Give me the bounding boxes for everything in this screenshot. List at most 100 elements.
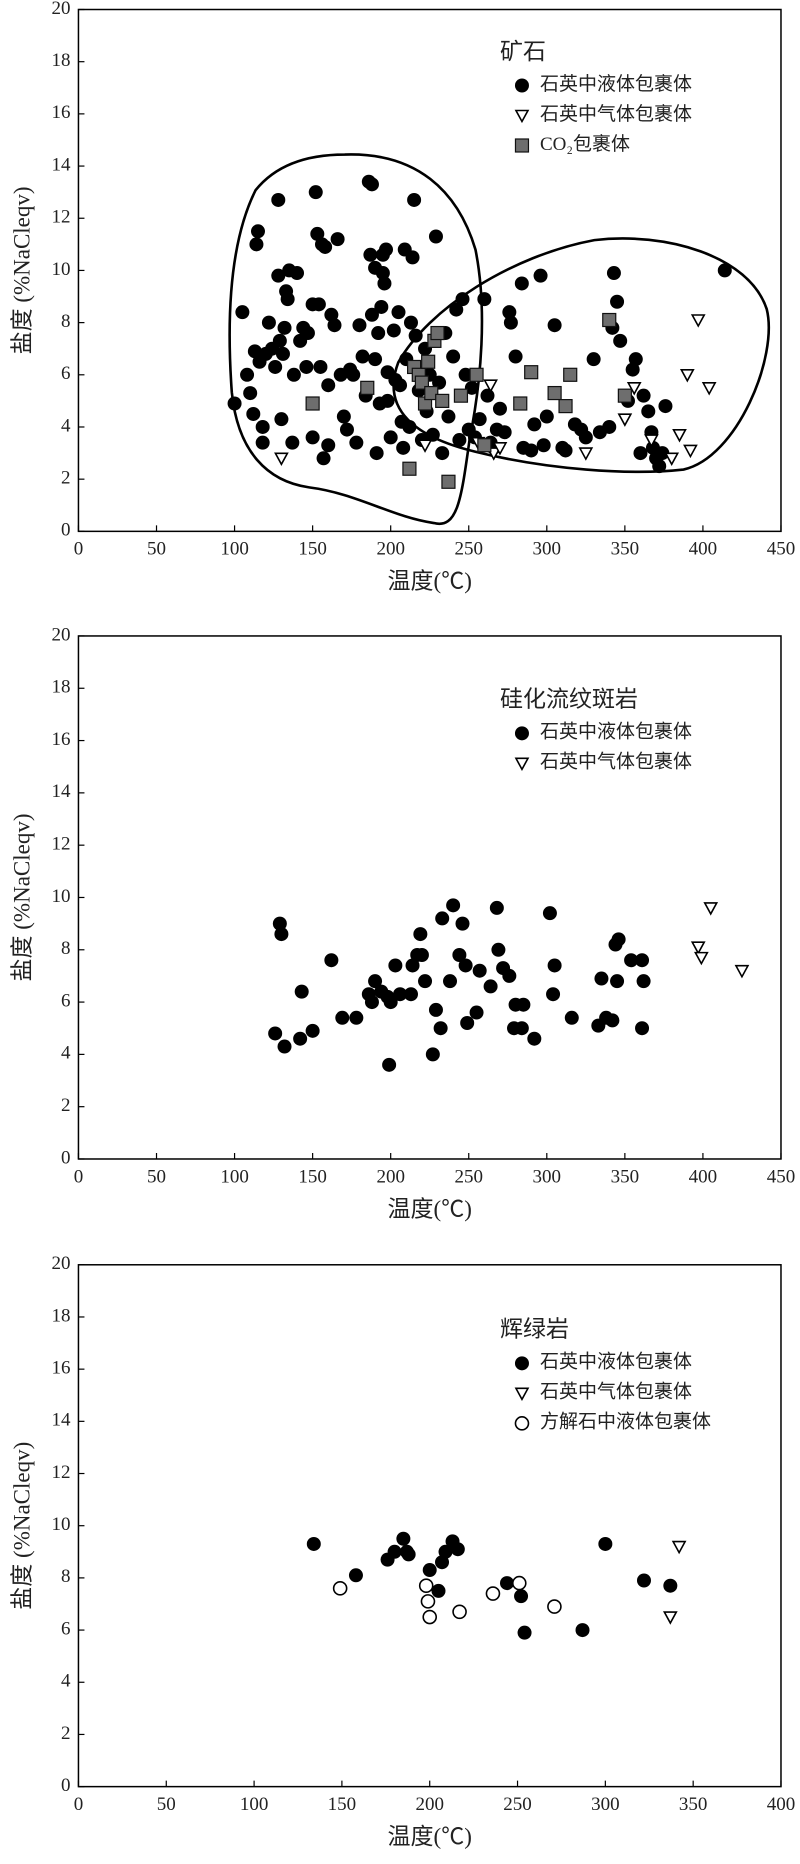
legend-marker	[514, 726, 529, 741]
point	[606, 266, 621, 281]
y-tick-label: 14	[51, 1410, 71, 1431]
point	[635, 953, 650, 968]
point	[371, 326, 386, 341]
point	[578, 447, 594, 461]
legend-label: CO₂包裹体	[540, 133, 630, 155]
x-tick-label: 0	[74, 539, 84, 560]
point	[558, 399, 573, 414]
point	[435, 911, 450, 926]
point	[472, 412, 487, 427]
point	[290, 266, 305, 281]
point	[310, 226, 325, 241]
point	[393, 987, 408, 1002]
point	[536, 438, 551, 453]
point	[489, 900, 504, 915]
y-tick-label: 20	[51, 624, 70, 645]
point	[403, 987, 418, 1002]
point	[286, 367, 301, 382]
point	[430, 325, 445, 341]
point	[272, 333, 287, 348]
point	[575, 1623, 590, 1638]
point	[517, 1625, 532, 1640]
point	[271, 268, 286, 283]
point	[539, 409, 554, 424]
point	[472, 963, 487, 978]
point	[458, 367, 473, 382]
point	[377, 276, 392, 291]
point	[417, 439, 433, 453]
point	[277, 320, 292, 335]
point	[374, 299, 389, 314]
point	[299, 359, 314, 374]
point	[446, 349, 461, 364]
point	[306, 1536, 321, 1551]
point	[664, 452, 680, 466]
point	[610, 294, 625, 309]
point	[379, 242, 394, 257]
point	[274, 452, 289, 466]
point	[663, 1578, 678, 1593]
point	[626, 382, 642, 396]
y-tick-label: 6	[61, 990, 71, 1011]
x-tick-label: 350	[679, 1794, 708, 1815]
y-tick-label: 12	[51, 207, 70, 228]
point	[527, 417, 542, 432]
outline-left	[228, 153, 484, 526]
y-tick-label: 8	[61, 1566, 71, 1587]
point	[235, 305, 250, 320]
point	[332, 1581, 348, 1596]
point	[387, 1544, 402, 1559]
point	[300, 326, 315, 341]
y-tick-label: 0	[61, 520, 71, 541]
point	[388, 958, 403, 973]
x-tick-label: 150	[298, 1166, 327, 1187]
y-tick-label: 20	[51, 0, 70, 19]
point	[458, 958, 473, 973]
y-tick-label: 10	[51, 1514, 70, 1535]
point	[610, 974, 625, 989]
point	[547, 318, 562, 333]
point	[701, 382, 717, 396]
y-tick-label: 16	[51, 102, 70, 123]
point	[255, 435, 270, 450]
x-tick-label: 50	[147, 539, 166, 560]
point	[636, 1573, 651, 1588]
point	[658, 399, 673, 414]
point	[364, 995, 379, 1010]
point	[375, 266, 390, 281]
point	[435, 393, 450, 408]
legend-label: 石英中气体包裹体	[540, 103, 692, 125]
point	[477, 438, 492, 453]
point	[401, 1547, 416, 1562]
point	[414, 375, 430, 390]
legend-title: 矿石	[500, 39, 546, 64]
point	[564, 1010, 579, 1025]
point	[431, 1583, 446, 1598]
legend-label: 石英中液体包裹体	[540, 73, 692, 95]
point	[247, 344, 262, 359]
point	[679, 368, 695, 383]
legend-label: 方解石中液体包裹体	[540, 1411, 711, 1433]
point	[275, 346, 290, 361]
y-axis-label: 盐度 (%NaCleqv)	[9, 186, 34, 354]
point	[368, 352, 383, 367]
x-tick-label: 450	[767, 539, 796, 560]
legend-title: 硅化流纹斑岩	[500, 687, 638, 712]
legend-title: 辉绿岩	[500, 1317, 569, 1342]
point	[360, 380, 375, 395]
point	[280, 292, 295, 307]
x-tick-label: 200	[415, 1794, 444, 1815]
point	[449, 302, 464, 317]
point	[502, 968, 517, 983]
point	[694, 951, 709, 966]
point	[421, 354, 436, 369]
legend-marker	[514, 1416, 530, 1431]
point	[402, 419, 417, 434]
y-tick-label: 4	[61, 1043, 71, 1064]
point	[274, 412, 289, 427]
point	[382, 1057, 397, 1072]
point	[277, 1039, 292, 1054]
y-tick-label: 2	[61, 1095, 71, 1116]
point	[452, 1604, 467, 1620]
